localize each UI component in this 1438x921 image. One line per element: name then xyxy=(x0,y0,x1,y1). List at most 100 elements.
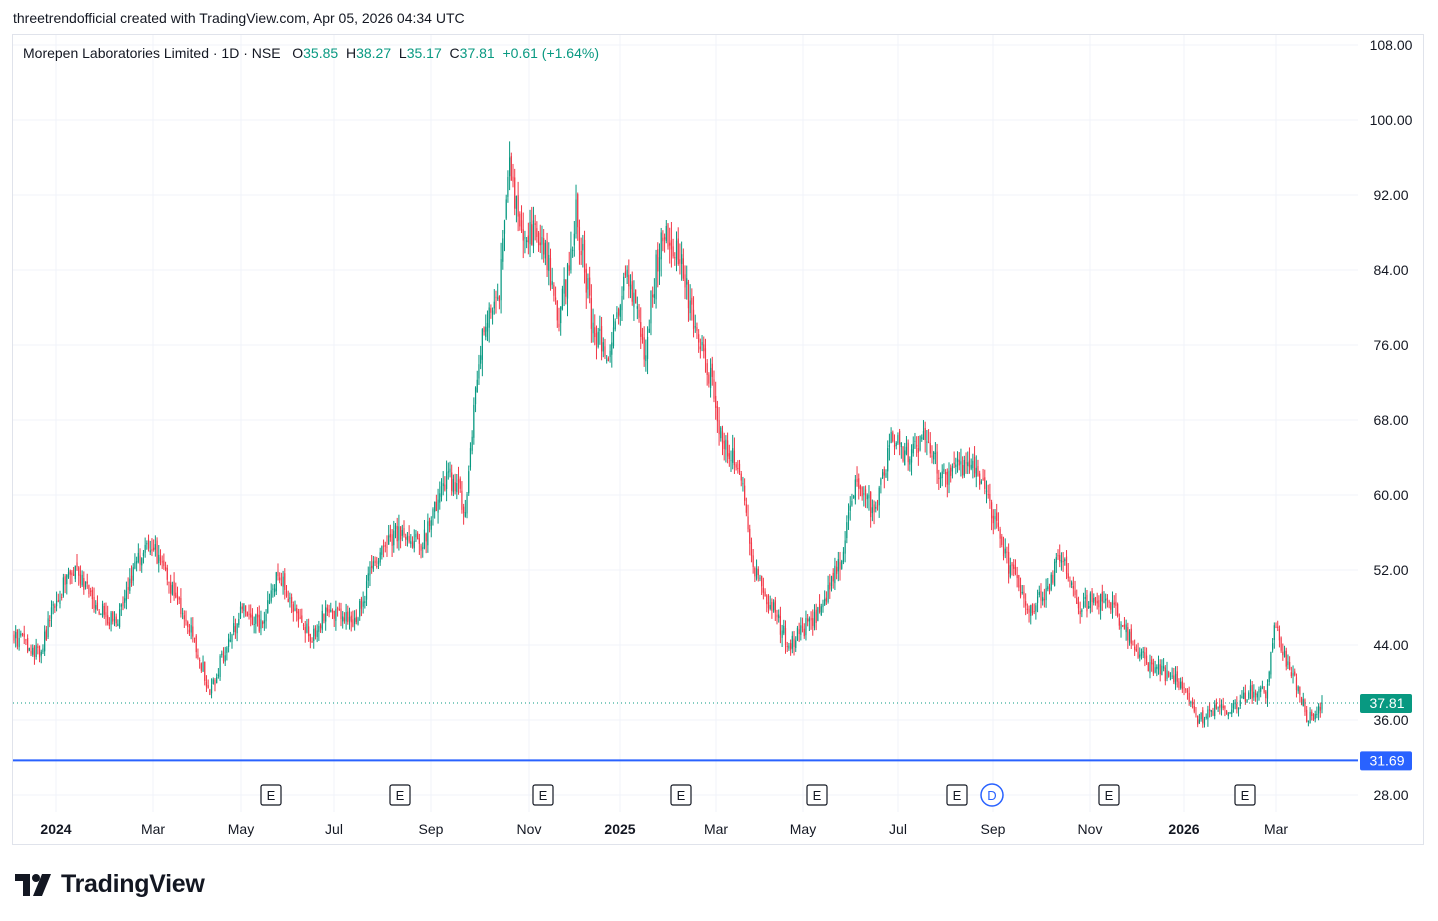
candle-body xyxy=(1244,692,1246,702)
candle-body xyxy=(752,555,754,567)
close-label: C xyxy=(449,45,460,61)
candle-body xyxy=(1147,663,1149,671)
candle-body xyxy=(643,337,645,360)
candle-body xyxy=(270,590,272,602)
candle-body xyxy=(1174,673,1177,685)
candle-body xyxy=(999,529,1001,539)
candle-body xyxy=(839,562,841,570)
candle-body xyxy=(1028,608,1030,613)
candle-body xyxy=(461,490,463,510)
candle-body xyxy=(864,489,867,496)
candle-body xyxy=(483,327,485,333)
candle-body xyxy=(537,232,540,246)
candle-body xyxy=(825,597,827,602)
candle-body xyxy=(1304,699,1306,713)
candle-body xyxy=(142,552,145,557)
candle-body xyxy=(1229,712,1231,714)
candle-body xyxy=(35,645,37,657)
candle-body xyxy=(708,374,710,384)
candle-body xyxy=(1309,711,1311,724)
earnings-marker[interactable] xyxy=(946,784,968,806)
candle-body xyxy=(953,462,955,465)
candle-body xyxy=(1125,624,1127,633)
candle-body xyxy=(1183,686,1185,688)
earnings-marker[interactable] xyxy=(806,784,828,806)
earnings-marker[interactable] xyxy=(260,784,282,806)
earnings-marker[interactable] xyxy=(389,784,411,806)
candle-body xyxy=(47,618,49,638)
candle-body xyxy=(1161,665,1163,675)
candle-body xyxy=(234,626,237,633)
candle-body xyxy=(520,220,523,231)
candle-body xyxy=(302,624,305,626)
candle-body xyxy=(509,157,511,177)
open-label: O xyxy=(292,45,304,61)
x-tick-label: May xyxy=(228,821,254,837)
candle-body xyxy=(655,254,657,300)
candle-body xyxy=(549,258,552,287)
tradingview-logo[interactable]: TradingView xyxy=(15,870,205,899)
y-tick-label: 44.00 xyxy=(1373,637,1408,653)
candle-body xyxy=(394,525,397,530)
dividend-marker[interactable] xyxy=(980,783,1004,807)
candle-body xyxy=(473,404,475,438)
candle-body xyxy=(170,582,172,594)
candle-body xyxy=(830,576,833,586)
candle-body xyxy=(772,602,775,611)
candle-body xyxy=(313,628,315,642)
candle-body xyxy=(553,284,555,296)
candle-body xyxy=(1316,713,1318,715)
candle-body xyxy=(849,505,851,511)
candle-body xyxy=(124,598,126,603)
chart-frame xyxy=(12,34,1424,845)
candle-body xyxy=(558,323,560,327)
candle-body xyxy=(147,539,150,549)
candle-body xyxy=(745,504,747,513)
candle-body xyxy=(1043,598,1045,601)
candle-body xyxy=(922,431,925,440)
candle-body xyxy=(205,681,208,687)
candle-body xyxy=(434,501,436,512)
candle-body xyxy=(316,630,318,637)
candle-body xyxy=(560,306,562,324)
tradingview-logo-icon xyxy=(15,873,51,896)
candle-body xyxy=(309,633,311,642)
candle-body xyxy=(428,520,431,527)
candle-body xyxy=(1290,672,1292,677)
candle-body xyxy=(451,472,453,491)
candle-body xyxy=(738,463,741,473)
candle-body xyxy=(498,296,500,302)
candle-body xyxy=(66,574,68,585)
candle-body xyxy=(701,342,703,346)
candle-body xyxy=(1082,601,1085,608)
candle-body xyxy=(892,432,894,442)
candle-body xyxy=(1094,597,1097,602)
candle-body xyxy=(159,557,162,562)
candle-body xyxy=(1123,624,1126,630)
candle-body xyxy=(1156,666,1158,669)
candle-body xyxy=(81,574,83,586)
candle-body xyxy=(129,578,131,591)
earnings-marker[interactable] xyxy=(670,784,692,806)
candle-body xyxy=(464,512,466,517)
candle-body xyxy=(1256,693,1258,698)
candle-body xyxy=(255,614,257,624)
candle-body xyxy=(425,533,427,542)
candle-body xyxy=(73,574,75,576)
candle-body xyxy=(960,461,962,465)
candle-body xyxy=(640,322,642,337)
candle-body xyxy=(1026,608,1028,610)
candle-body xyxy=(990,502,993,519)
candle-body xyxy=(144,544,146,553)
earnings-marker[interactable] xyxy=(1098,784,1120,806)
candle-body xyxy=(265,614,267,622)
candle-body xyxy=(766,595,768,605)
candle-body xyxy=(646,336,649,359)
candle-body xyxy=(984,477,986,489)
candle-body xyxy=(372,561,374,570)
earnings-marker[interactable] xyxy=(532,784,554,806)
change-value: +0.61 (+1.64%) xyxy=(502,45,599,61)
candle-body xyxy=(730,460,732,462)
earnings-marker[interactable] xyxy=(1234,784,1256,806)
